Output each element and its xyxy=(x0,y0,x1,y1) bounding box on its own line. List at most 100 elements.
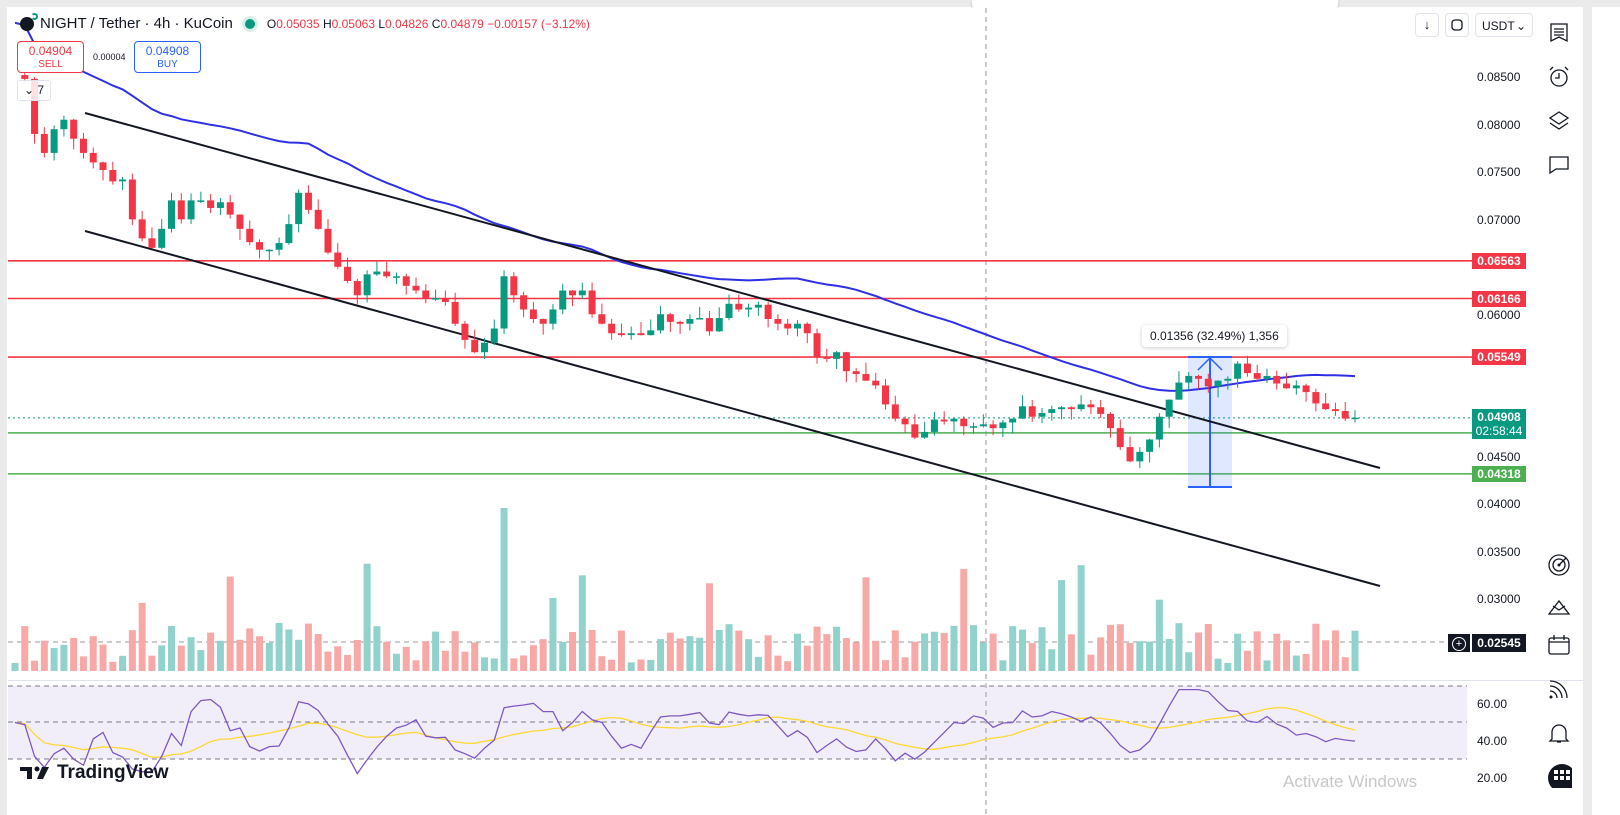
volume-bar xyxy=(569,631,577,671)
bullish-candle xyxy=(1263,375,1271,379)
volume-bar xyxy=(940,632,948,671)
bullish-candle xyxy=(754,304,762,308)
bearish-candle xyxy=(383,271,391,277)
bearish-candle xyxy=(353,281,361,296)
bearish-candle xyxy=(128,179,136,220)
volume-bar xyxy=(11,663,19,671)
channel-upper-line xyxy=(84,112,1381,469)
volume-bar xyxy=(979,642,987,671)
tradingview-logo-text: TradingView xyxy=(57,762,169,783)
bullish-candle xyxy=(1185,375,1193,383)
bearish-candle xyxy=(1067,407,1075,410)
spread-value: 0.00004 xyxy=(93,52,126,62)
collapse-indicators-button[interactable]: ⌄ 7 xyxy=(17,80,51,101)
volume-bar xyxy=(911,641,919,671)
scroll-to-latest-button[interactable]: ↓ xyxy=(1415,13,1439,37)
bullish-candle xyxy=(392,276,400,278)
volume-bar xyxy=(1097,637,1105,671)
bearish-candle xyxy=(1341,411,1349,419)
bearish-candle xyxy=(40,133,48,153)
volume-bar xyxy=(872,640,880,671)
symbol-legend: NIGHT / Tether · 4h · KuCoin O0.05035 H0… xyxy=(20,12,590,32)
currency-select[interactable]: USDT ⌄ xyxy=(1475,13,1533,37)
add-alert-button[interactable]: + xyxy=(1448,634,1470,652)
bearish-candle xyxy=(1195,375,1203,379)
bearish-candle xyxy=(31,78,39,134)
volume-bar xyxy=(1263,660,1271,671)
broadcast-icon[interactable] xyxy=(1546,676,1572,702)
volume-bar xyxy=(1048,649,1056,671)
volume-bar xyxy=(500,508,508,671)
apps-grid-icon[interactable] xyxy=(1546,762,1572,788)
sell-button[interactable]: 0.04904 SELL xyxy=(17,41,84,73)
resistance-price-tag: 0.06563 xyxy=(1472,253,1526,269)
bearish-candle xyxy=(109,170,117,182)
tradingview-logo[interactable]: TradingView xyxy=(20,762,169,784)
resistance-price-tag: 0.06166 xyxy=(1472,291,1526,307)
layers-icon[interactable] xyxy=(1546,108,1572,134)
volume-bar xyxy=(1185,652,1193,671)
bullish-candle xyxy=(833,352,841,359)
close-label: C xyxy=(431,16,441,31)
bearish-candle xyxy=(344,266,352,282)
bullish-candle xyxy=(715,318,723,332)
volume-bar xyxy=(813,626,821,671)
bearish-candle xyxy=(735,303,743,310)
volume-bar xyxy=(823,634,831,671)
volume-bar xyxy=(970,625,978,671)
bearish-candle xyxy=(676,321,684,324)
bullish-candle xyxy=(930,419,938,432)
notification-bell-icon[interactable] xyxy=(1546,720,1572,746)
price-tick: 0.03000 xyxy=(1477,592,1521,606)
bullish-candle xyxy=(999,422,1007,429)
volume-bar xyxy=(392,653,400,671)
bearish-candle xyxy=(764,304,772,319)
bullish-candle xyxy=(1058,407,1066,410)
volume-bar xyxy=(901,657,909,671)
price-tick: 0.06000 xyxy=(1477,308,1521,322)
symbol-title[interactable]: NIGHT / Tether · 4h · KuCoin xyxy=(40,15,233,32)
bullish-candle xyxy=(1175,382,1183,400)
bearish-candle xyxy=(1204,378,1212,387)
bearish-candle xyxy=(89,152,97,163)
bearish-candle xyxy=(334,252,342,267)
bullish-candle xyxy=(50,129,58,153)
volume-bar xyxy=(207,632,215,671)
volume-bar xyxy=(803,645,811,671)
bullish-candle xyxy=(187,200,195,220)
bullish-candle xyxy=(1224,378,1232,381)
price-tick: 0.04500 xyxy=(1477,450,1521,464)
volume-bar xyxy=(891,630,899,671)
target-icon[interactable] xyxy=(1546,552,1572,578)
calendar-icon[interactable] xyxy=(1546,632,1572,658)
bearish-candle xyxy=(608,323,616,334)
volume-bar xyxy=(265,642,273,671)
volume-bar xyxy=(784,661,792,671)
bearish-candle xyxy=(471,339,479,353)
rsi-pane-separator[interactable] xyxy=(8,680,1583,681)
volume-bar xyxy=(119,655,127,671)
market-status-icon[interactable] xyxy=(244,18,255,29)
bullish-candle xyxy=(793,323,801,329)
volume-bar xyxy=(960,568,968,671)
buy-label: BUY xyxy=(157,59,178,70)
volume-bar xyxy=(862,577,870,671)
bearish-candle xyxy=(666,314,674,322)
volume-bar xyxy=(1253,631,1261,671)
change-value: −0.00157 (−3.12%) xyxy=(487,16,590,31)
low-label: L xyxy=(378,16,386,31)
ideas-mountain-icon[interactable] xyxy=(1546,592,1572,618)
bullish-candle xyxy=(578,290,586,296)
buy-button[interactable]: 0.04908 BUY xyxy=(134,41,201,73)
volume-bar xyxy=(549,597,557,671)
watchlist-icon[interactable] xyxy=(1546,20,1572,46)
alarm-clock-icon[interactable] xyxy=(1546,64,1572,90)
bearish-candle xyxy=(891,404,899,419)
fullscreen-button[interactable] xyxy=(1445,13,1469,37)
bearish-candle xyxy=(1097,407,1105,414)
chat-icon[interactable] xyxy=(1546,152,1572,178)
price-tick: 0.04000 xyxy=(1477,497,1521,511)
volume-bar xyxy=(1302,653,1310,671)
low-value: 0.04826 xyxy=(385,16,429,31)
